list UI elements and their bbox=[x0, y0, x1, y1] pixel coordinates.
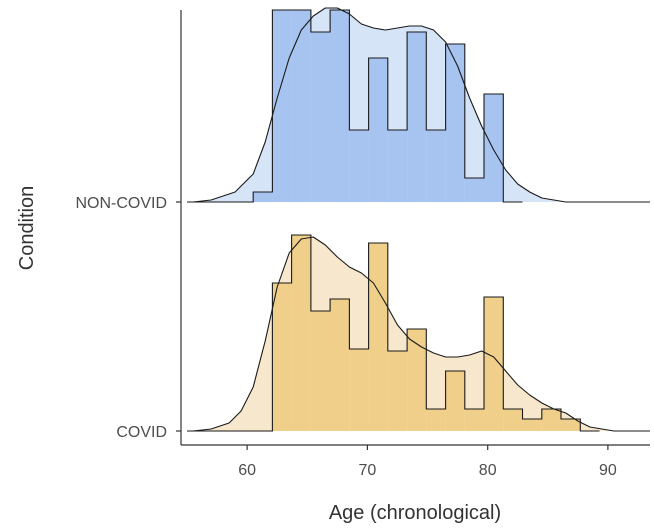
series-non-covid bbox=[187, 7, 650, 203]
bar-covid-13 bbox=[503, 409, 523, 431]
bar-covid-4 bbox=[330, 299, 350, 431]
bar-non-covid-4 bbox=[330, 10, 350, 202]
bar-non-covid-7 bbox=[387, 130, 407, 202]
bar-non-covid-3 bbox=[310, 32, 331, 202]
bar-covid-3 bbox=[310, 311, 331, 431]
y-tick-label-covid: COVID bbox=[116, 424, 167, 441]
x-axis-title: Age (chronological) bbox=[329, 502, 501, 524]
x-tick-label-90: 90 bbox=[599, 462, 617, 479]
bar-non-covid-0 bbox=[253, 192, 273, 202]
bar-non-covid-2 bbox=[291, 10, 311, 202]
bar-covid-9 bbox=[426, 409, 446, 431]
series-covid bbox=[187, 234, 650, 432]
y-axis-title: Condition bbox=[16, 186, 38, 271]
histogram-outline-covid bbox=[187, 234, 600, 432]
axes-layer bbox=[180, 10, 650, 446]
y-ticks-layer: NON-COVID COVID bbox=[75, 195, 181, 441]
bar-covid-5 bbox=[349, 349, 369, 431]
y-tick-label-non-covid: NON-COVID bbox=[75, 195, 167, 212]
x-tick-label-60: 60 bbox=[238, 462, 256, 479]
x-ticks-layer: 60 70 80 90 bbox=[238, 445, 617, 479]
bar-non-covid-1 bbox=[272, 10, 292, 202]
bar-covid-1 bbox=[272, 283, 292, 431]
x-tick-label-80: 80 bbox=[479, 462, 497, 479]
bar-covid-14 bbox=[522, 419, 542, 431]
bar-covid-2 bbox=[291, 235, 311, 431]
bar-covid-11 bbox=[464, 409, 484, 431]
bar-non-covid-11 bbox=[464, 178, 484, 202]
bar-covid-6 bbox=[368, 243, 388, 431]
density-outline-non-covid bbox=[187, 7, 650, 203]
bar-covid-15 bbox=[541, 409, 561, 431]
bar-non-covid-12 bbox=[484, 94, 504, 202]
bar-non-covid-5 bbox=[349, 130, 369, 202]
bar-non-covid-6 bbox=[368, 58, 388, 202]
bar-non-covid-10 bbox=[445, 44, 465, 202]
histogram-outline-non-covid bbox=[187, 9, 523, 203]
bar-non-covid-9 bbox=[426, 130, 446, 202]
density-outline-covid bbox=[187, 236, 650, 432]
bar-covid-16 bbox=[561, 419, 581, 431]
x-tick-label-70: 70 bbox=[359, 462, 377, 479]
series-layer bbox=[187, 7, 650, 432]
bar-covid-7 bbox=[387, 351, 407, 431]
bar-covid-12 bbox=[484, 297, 504, 431]
bar-covid-10 bbox=[445, 371, 465, 431]
bar-non-covid-8 bbox=[407, 32, 427, 202]
bar-covid-8 bbox=[407, 329, 427, 431]
